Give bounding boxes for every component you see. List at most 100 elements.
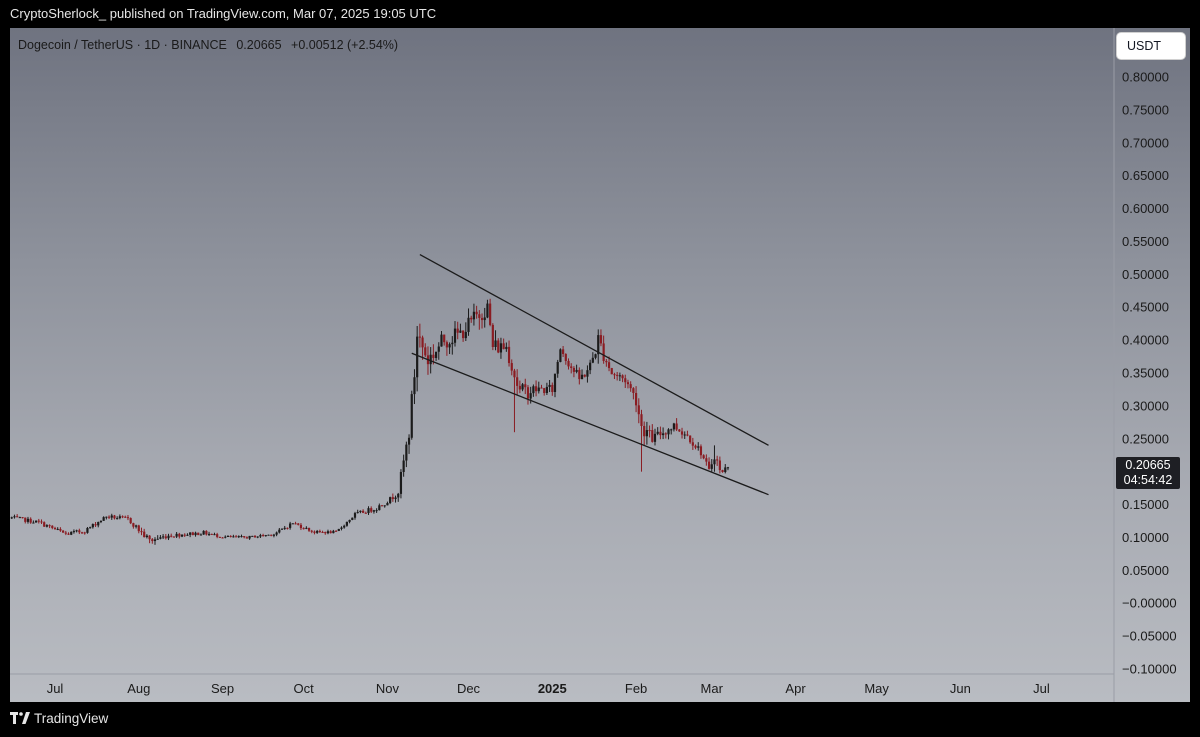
x-tick-label: Mar [701, 681, 724, 696]
candle-body [34, 520, 38, 523]
candle-body [545, 386, 548, 394]
candle-body [129, 518, 132, 524]
candle-body [245, 537, 248, 539]
candle-body [45, 525, 48, 527]
candle-body [572, 367, 576, 372]
candle-body [178, 533, 181, 537]
candle-body [51, 525, 54, 528]
candle-body [626, 382, 630, 385]
trendline[interactable] [419, 254, 769, 446]
candle-body [237, 536, 240, 538]
y-tick-label: 0.25000 [1122, 431, 1169, 446]
candle-body [394, 497, 397, 500]
candle-body [389, 497, 392, 504]
y-tick-label: 0.15000 [1122, 497, 1169, 512]
candle-body [453, 328, 457, 343]
last-price: 0.20665 [236, 38, 282, 52]
currency-button[interactable]: USDT [1117, 33, 1185, 59]
tradingview-footer[interactable]: TradingView [10, 706, 310, 730]
symbol-name[interactable]: Dogecoin / TetherUS · 1D · BINANCE [18, 38, 227, 52]
candle-body [140, 531, 143, 533]
trendlines [411, 254, 769, 496]
candle-body [278, 529, 281, 533]
x-tick-labels: Jul Aug Sep Oct Nov Dec 2025 Feb Mar Apr May Jun Jul [47, 681, 1050, 696]
candle-body [172, 536, 176, 538]
candle-body [670, 429, 673, 431]
candle-body [718, 460, 721, 471]
candle-body [194, 532, 197, 536]
x-tick-label: Aug [127, 681, 150, 696]
current-price-value: 0.20665 [1125, 458, 1171, 472]
candle-body [372, 510, 376, 512]
candle-body [437, 346, 440, 352]
axes [10, 28, 1115, 702]
candle-body [40, 521, 43, 523]
candle-body [275, 532, 278, 535]
y-tick-label: −0.10000 [1122, 662, 1177, 677]
candle-body [480, 317, 484, 321]
candle-body [175, 533, 178, 537]
candle-body [402, 460, 405, 472]
candle-body [716, 459, 719, 461]
candle-body [53, 527, 57, 530]
candle-body [607, 362, 611, 369]
trendline[interactable] [411, 352, 769, 496]
candle-body [253, 535, 257, 538]
candle-body [659, 431, 662, 436]
tradingview-logo-icon [10, 712, 30, 724]
candle-body [148, 535, 151, 540]
candle-body [272, 534, 276, 536]
candle-body [332, 530, 335, 534]
candle-body [597, 335, 600, 355]
chart-frame[interactable]: 0.80000 0.75000 0.70000 0.65000 0.60000 0.550… [10, 28, 1190, 702]
candle-body [678, 429, 681, 432]
candle-body [321, 531, 324, 533]
candle-body [294, 523, 297, 525]
candle-body [121, 516, 124, 518]
candle-body [29, 518, 32, 523]
candle-body [405, 444, 408, 461]
candle-body [648, 430, 651, 432]
candle-body [259, 535, 262, 537]
candle-body [502, 343, 505, 350]
candle-body [56, 528, 59, 530]
candle-series [10, 298, 730, 545]
y-tick-label: 0.70000 [1122, 135, 1169, 150]
candle-body [380, 505, 384, 507]
candle-body [89, 527, 92, 529]
candle-body [497, 340, 500, 353]
price-chart[interactable]: 0.80000 0.75000 0.70000 0.65000 0.60000 0.550… [10, 28, 1190, 702]
candle-body [689, 435, 692, 443]
candle-body [270, 534, 273, 536]
candle-body [702, 455, 705, 459]
published-by-header: CryptoSherlock_ published on TradingView… [10, 6, 437, 21]
candle-body [397, 493, 400, 498]
candle-body [124, 516, 127, 518]
candle-body [440, 334, 443, 347]
candle-body [307, 527, 311, 531]
candle-body [137, 525, 140, 532]
candle-body [589, 362, 592, 371]
candle-body [94, 524, 97, 526]
candle-body [499, 343, 503, 353]
candle-body [21, 517, 24, 519]
candle-body [672, 423, 676, 430]
candle-body [113, 515, 116, 519]
candle-body [256, 536, 259, 538]
candle-body [551, 384, 554, 393]
candle-body [526, 387, 530, 399]
candle-body [610, 368, 613, 375]
candle-body [386, 503, 389, 506]
symbol-legend: Dogecoin / TetherUS · 1D · BINANCE 0.206… [18, 38, 404, 52]
candle-body [624, 378, 627, 383]
candle-body [80, 532, 84, 534]
candle-body [605, 360, 608, 363]
y-tick-label: 0.45000 [1122, 300, 1169, 315]
candle-body [724, 467, 727, 472]
candle-body [432, 354, 435, 358]
candle-body [134, 525, 138, 527]
candle-body [18, 517, 21, 519]
candle-body [410, 394, 413, 438]
candle-body [675, 423, 678, 430]
candle-body [470, 317, 473, 320]
